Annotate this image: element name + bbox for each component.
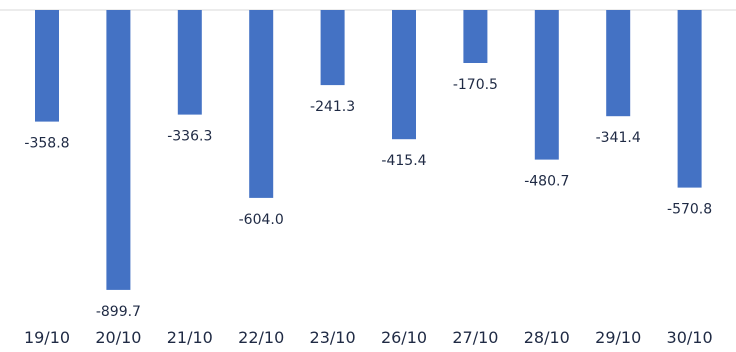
x-tick-label-28-10: 28/10 bbox=[524, 328, 570, 347]
data-label-28-10: -480.7 bbox=[524, 174, 569, 190]
x-tick-label-23-10: 23/10 bbox=[310, 328, 356, 347]
bar-20-10 bbox=[106, 10, 131, 290]
bar-19-10 bbox=[35, 10, 59, 122]
x-tick-label-29-10: 29/10 bbox=[595, 328, 641, 347]
data-label-27-10: -170.5 bbox=[453, 77, 498, 93]
bar-22-10 bbox=[249, 10, 274, 198]
bar-23-10 bbox=[320, 10, 345, 86]
bar-28-10 bbox=[534, 10, 559, 160]
data-label-22-10: -604.0 bbox=[239, 212, 284, 228]
data-label-23-10: -241.3 bbox=[310, 99, 355, 115]
bar-30-10 bbox=[677, 10, 702, 188]
bar-26-10 bbox=[392, 10, 416, 140]
x-tick-label-30-10: 30/10 bbox=[667, 328, 713, 347]
value-labels-group: -358.8 -899.7 -336.3 -604.0 -241.3 -415.4 -170… bbox=[24, 77, 712, 320]
x-tick-label-22-10: 22/10 bbox=[238, 328, 284, 347]
x-tick-label-19-10: 19/10 bbox=[24, 328, 70, 347]
bar-27-10 bbox=[463, 10, 488, 63]
x-tick-labels-group: 19/10 20/10 21/10 22/10 23/10 26/10 27/10 28/10… bbox=[24, 328, 713, 347]
bars-group bbox=[35, 10, 702, 290]
data-label-19-10: -358.8 bbox=[24, 136, 69, 152]
data-label-26-10: -415.4 bbox=[381, 153, 426, 169]
data-label-20-10: -899.7 bbox=[96, 304, 141, 320]
data-label-21-10: -336.3 bbox=[167, 129, 212, 145]
data-label-30-10: -570.8 bbox=[667, 202, 712, 218]
bar-29-10 bbox=[606, 10, 631, 117]
data-label-29-10: -341.4 bbox=[596, 130, 641, 146]
x-tick-label-21-10: 21/10 bbox=[167, 328, 213, 347]
x-tick-label-20-10: 20/10 bbox=[95, 328, 141, 347]
x-tick-label-27-10: 27/10 bbox=[452, 328, 498, 347]
x-tick-label-26-10: 26/10 bbox=[381, 328, 427, 347]
bar-21-10 bbox=[177, 10, 202, 115]
